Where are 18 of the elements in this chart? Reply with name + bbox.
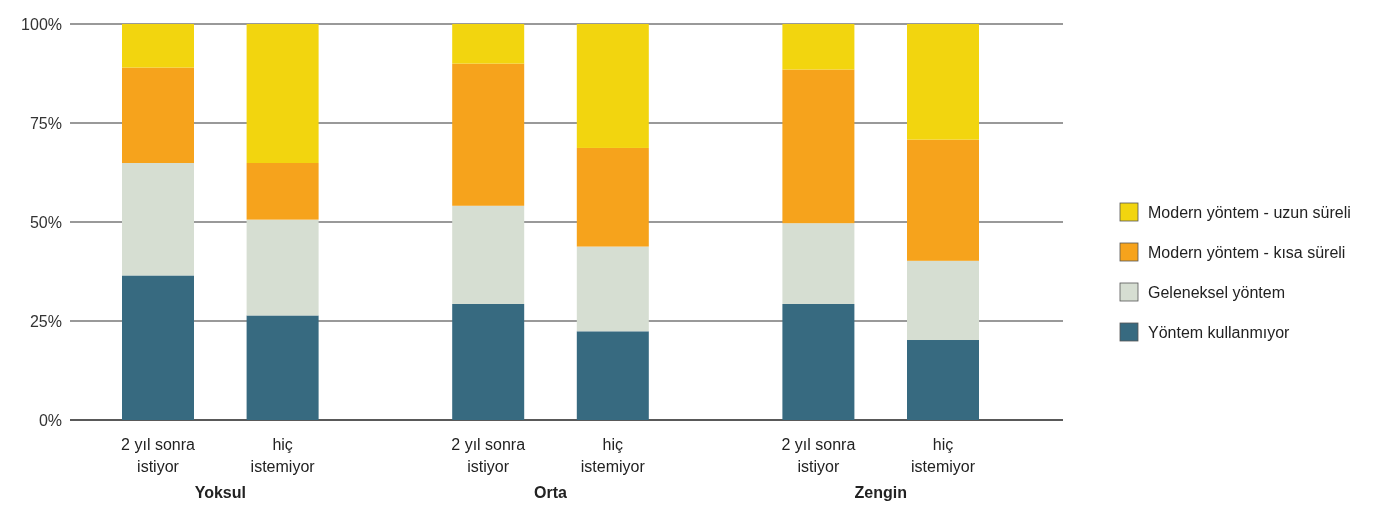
x-tick-label: 2 yıl sonra istiyor <box>451 436 526 475</box>
legend-label: Modern yöntem - kısa süreli <box>1148 243 1346 261</box>
y-tick-label: 75% <box>29 114 62 132</box>
y-tick-label: 0% <box>38 411 62 429</box>
x-tick-label: hiç istemiyor <box>250 436 316 475</box>
legend-label: Yöntem kullanmıyor <box>1148 323 1291 341</box>
x-tick-label: hiç istemiyor <box>910 436 976 475</box>
text: Zengin <box>854 484 907 501</box>
text: Orta <box>534 484 568 501</box>
x-tick-label: 2 yıl sonra istiyor <box>121 436 196 475</box>
y-tick-label: 100% <box>21 15 62 33</box>
y-tick-label: 50% <box>29 213 62 231</box>
y-tick-label: 25% <box>29 312 62 330</box>
legend-label: Geleneksel yöntem <box>1148 283 1285 301</box>
x-tick-label: hiç istemiyor <box>580 436 646 475</box>
text: Yoksul <box>194 484 246 501</box>
x-tick-label: 2 yıl sonra istiyor <box>781 436 856 475</box>
legend-label: Modern yöntem - uzun süreli <box>1148 203 1351 221</box>
